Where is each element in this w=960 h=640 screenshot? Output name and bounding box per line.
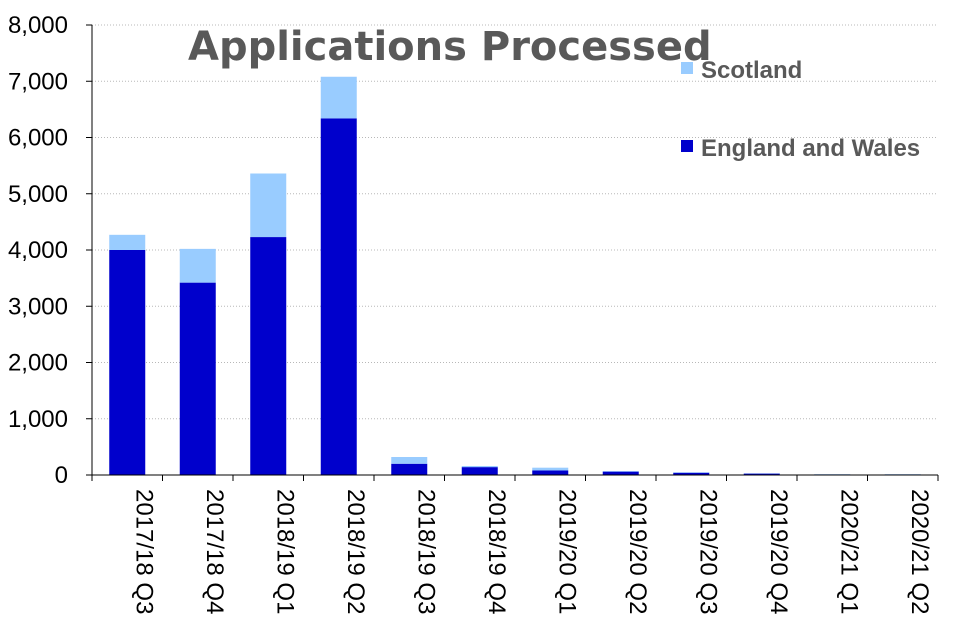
y-tick-label: 5,000 <box>8 181 68 208</box>
x-tick-label: 2018/19 Q2 <box>342 489 369 614</box>
x-tick-label: 2020/21 Q1 <box>835 489 862 614</box>
bar-england-and-wales <box>391 463 428 475</box>
x-tick-label: 2018/19 Q4 <box>483 489 510 614</box>
chart-title: Applications Processed <box>188 24 712 70</box>
y-tick-label: 3,000 <box>8 293 68 320</box>
legend: Scotland England and Wales <box>681 57 920 162</box>
x-tick-label: 2018/19 Q1 <box>271 489 298 614</box>
legend-item-scotland-label: Scotland <box>701 57 802 84</box>
legend-swatch <box>681 140 693 152</box>
gridlines <box>92 24 938 420</box>
y-tick-label: 6,000 <box>8 125 68 152</box>
bar-scotland <box>602 471 639 472</box>
x-tick-label: 2020/21 Q2 <box>906 489 933 614</box>
x-tick-label: 2018/19 Q3 <box>412 489 439 614</box>
bar-scotland <box>320 76 357 119</box>
bar-scotland <box>532 467 569 471</box>
y-tick-label: 4,000 <box>8 237 68 264</box>
y-tick-label: 7,000 <box>8 68 68 95</box>
x-tick-label: 2017/18 Q4 <box>201 489 228 614</box>
y-tick-label: 2,000 <box>8 350 68 377</box>
legend-swatch <box>681 62 693 74</box>
legend-item-england-and-wales-label: England and Wales <box>701 135 920 162</box>
bar-england-and-wales <box>532 470 569 475</box>
x-tick-label: 2017/18 Q3 <box>130 489 157 614</box>
y-tick-label: 8,000 <box>8 12 68 39</box>
bar-england-and-wales <box>673 472 710 475</box>
bar-scotland <box>109 234 146 250</box>
bars <box>109 76 921 475</box>
bar-scotland <box>179 248 216 283</box>
bar-scotland <box>391 457 428 464</box>
bar-england-and-wales <box>250 237 287 475</box>
bar-england-and-wales <box>461 467 498 475</box>
bar-england-and-wales <box>743 473 780 475</box>
x-tick-label: 2019/20 Q3 <box>694 489 721 614</box>
axes <box>86 24 939 481</box>
bar-england-and-wales <box>179 282 216 475</box>
bar-england-and-wales <box>602 471 639 475</box>
y-tick-label: 1,000 <box>8 406 68 433</box>
x-tick-labels: 2017/18 Q3 2017/18 Q4 2018/19 Q1 2018/19 Q2… <box>130 489 933 614</box>
x-tick-label: 2019/20 Q2 <box>624 489 651 614</box>
bar-scotland <box>461 466 498 468</box>
x-tick-label: 2019/20 Q1 <box>553 489 580 614</box>
y-tick-labels: 0 1,000 2,000 3,000 4,000 5,000 6,000 7,000 8,00… <box>8 12 68 489</box>
x-tick-label: 2019/20 Q4 <box>765 489 792 614</box>
bar-england-and-wales <box>109 250 146 475</box>
bar-scotland <box>250 173 287 238</box>
bar-england-and-wales <box>320 118 357 475</box>
bar-scotland <box>673 472 710 473</box>
y-tick-label: 0 <box>55 462 68 489</box>
